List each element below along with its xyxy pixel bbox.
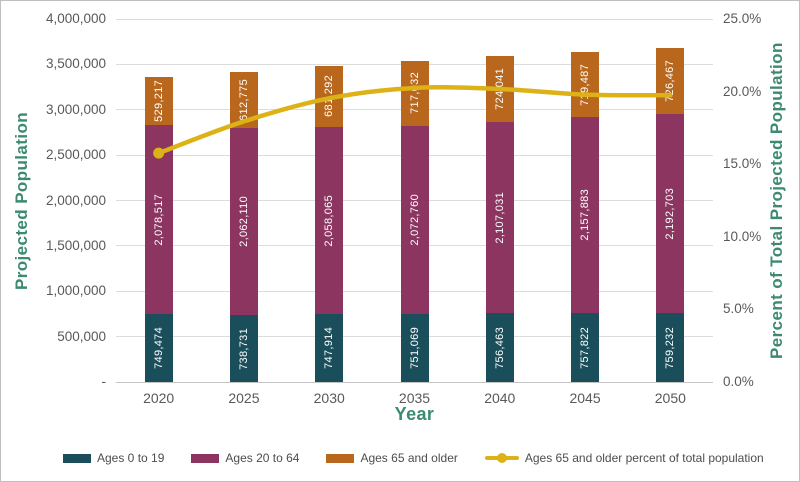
right-axis-tick-label: 10.0% bbox=[723, 228, 762, 244]
legend-item: Ages 65 and older bbox=[326, 451, 458, 465]
left-axis-tick-label: 500,000 bbox=[57, 328, 106, 344]
legend-item: Ages 65 and older percent of total popul… bbox=[484, 451, 764, 465]
legend-line-marker bbox=[484, 453, 519, 464]
line-marker bbox=[412, 85, 417, 91]
left-axis-tick-label: 3,500,000 bbox=[45, 56, 106, 72]
legend-label: Ages 65 and older bbox=[360, 451, 458, 465]
right-axis-tick-label: 25.0% bbox=[723, 11, 762, 26]
legend-label: Ages 20 to 64 bbox=[225, 451, 300, 465]
gridline bbox=[116, 18, 713, 20]
legend-item: Ages 0 to 19 bbox=[63, 451, 164, 465]
x-axis-tick-label: 2045 bbox=[569, 390, 601, 406]
x-axis-tick-label: 2040 bbox=[484, 390, 516, 406]
bar-segment: 2,192,703 bbox=[656, 114, 685, 314]
left-axis-tick-label: 1,500,000 bbox=[45, 237, 106, 253]
legend-dot bbox=[496, 453, 507, 463]
legend-swatch bbox=[326, 453, 355, 463]
left-axis-tick-label: 3,000,000 bbox=[45, 101, 106, 117]
x-axis-title: Year bbox=[394, 404, 435, 424]
right-axis-tick-label: 5.0% bbox=[723, 301, 754, 317]
line-marker bbox=[327, 96, 332, 101]
right-axis-tick-label: 0.0% bbox=[723, 374, 754, 389]
legend-label: Ages 0 to 19 bbox=[97, 451, 165, 465]
line-marker bbox=[497, 86, 502, 92]
bar-segment: 2,072,760 bbox=[400, 125, 429, 314]
bar-segment: 747,914 bbox=[315, 314, 344, 382]
x-axis-tick-label: 2050 bbox=[654, 390, 686, 406]
x-axis-tick-label: 2030 bbox=[313, 390, 345, 406]
bar-segment: 2,157,883 bbox=[571, 117, 600, 314]
x-axis-line bbox=[116, 381, 713, 383]
bar-segment: 719,487 bbox=[571, 52, 600, 118]
bar-segment: 757,822 bbox=[571, 313, 600, 382]
left-axis-tick-label: 1,000,000 bbox=[45, 283, 106, 299]
legend-item: Ages 20 to 64 bbox=[191, 451, 299, 465]
line-marker bbox=[153, 147, 165, 159]
x-axis-tick-label: 2025 bbox=[228, 390, 260, 406]
line-marker bbox=[582, 92, 588, 97]
bar-segment: 751,069 bbox=[400, 313, 429, 382]
line-marker bbox=[668, 93, 673, 98]
bar-segment: 726,467 bbox=[656, 48, 685, 115]
bar-segment: 529,217 bbox=[144, 77, 173, 126]
line-marker bbox=[241, 119, 247, 124]
x-axis-tick-label: 2020 bbox=[143, 390, 175, 406]
bar-segment: 756,463 bbox=[485, 313, 514, 382]
right-axis-tick-label: 15.0% bbox=[723, 156, 762, 172]
left-axis-tick-label: 4,000,000 bbox=[45, 11, 106, 26]
bar-segment: 759,232 bbox=[656, 313, 685, 382]
right-axis-tick-label: 20.0% bbox=[723, 83, 762, 99]
left-axis-tick-label: - bbox=[101, 374, 107, 389]
percent-line bbox=[156, 85, 673, 156]
legend: Ages 0 to 19 Ages 20 to 64 Ages 65 and old… bbox=[63, 451, 764, 465]
legend-label: Ages 65 and older percent of total popul… bbox=[524, 451, 764, 465]
left-axis-title: Projected Population bbox=[12, 111, 31, 290]
legend-swatch bbox=[191, 453, 220, 463]
bar-segment: 738,731 bbox=[229, 314, 258, 382]
bar-segment: 2,058,065 bbox=[315, 127, 344, 315]
right-axis-title: Percent of Total Projected Population bbox=[767, 42, 786, 359]
x-axis-tick-label: 2035 bbox=[398, 390, 431, 406]
bar-segment: 749,474 bbox=[144, 313, 173, 382]
left-axis-tick-label: 2,500,000 bbox=[45, 147, 106, 163]
bar-segment: 2,062,110 bbox=[229, 127, 258, 315]
legend-swatch bbox=[63, 453, 91, 463]
bar-segment: 2,107,031 bbox=[485, 122, 514, 314]
bar-segment: 717,032 bbox=[400, 60, 429, 126]
left-axis-tick-label: 2,000,000 bbox=[45, 192, 106, 208]
